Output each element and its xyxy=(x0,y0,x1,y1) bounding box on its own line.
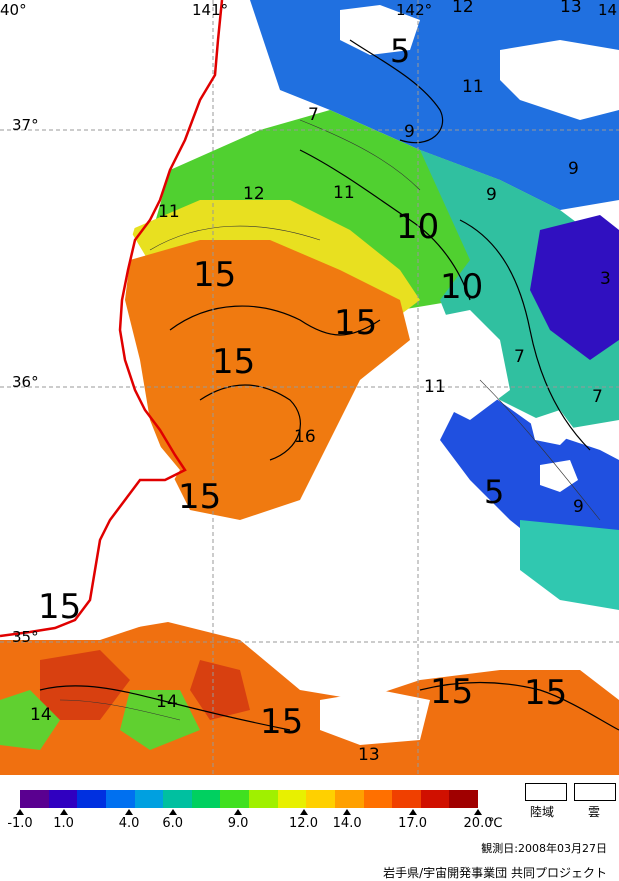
green-water-south xyxy=(0,690,200,750)
colorbar-tick-label: -1.0 xyxy=(7,816,33,831)
contour-label: 7 xyxy=(308,105,319,125)
isotherm-lines xyxy=(39,39,619,731)
lon-label-142: 142° xyxy=(396,1,433,19)
colorbar-step xyxy=(449,790,478,808)
contour-label: 12 xyxy=(452,0,474,17)
colorbar-step xyxy=(191,790,221,808)
colorbar-tick-mark xyxy=(125,809,134,815)
contour-label: 14 xyxy=(156,692,178,712)
contour-label: 9 xyxy=(486,185,497,205)
contour-label: 15 xyxy=(178,477,222,517)
observation-date: 観測日:2008年03月27日 xyxy=(481,842,607,855)
contour-label: 13 xyxy=(560,0,582,17)
colorbar-step xyxy=(334,790,364,808)
contour-label: 15 xyxy=(524,673,568,713)
colorbar-tick-label: 6.0 xyxy=(162,816,183,831)
contour-label: 11 xyxy=(424,377,446,397)
contour-label: 5 xyxy=(390,32,411,70)
contour-label: 7 xyxy=(514,347,525,367)
colorbar-tick-mark xyxy=(408,809,417,815)
deep-cold-eddy xyxy=(530,215,619,360)
lon-label-143: 14 xyxy=(598,1,618,19)
temperature-unit: ℃ xyxy=(488,816,503,831)
contour-label: 9 xyxy=(404,122,415,142)
credit-line: 岩手県/宇宙開発事業団 共同プロジェクト xyxy=(383,866,607,880)
contour-label: 16 xyxy=(294,427,316,447)
lon-label-140: 40° xyxy=(0,1,27,19)
colorbar-step xyxy=(363,790,393,808)
colorbar-step xyxy=(220,790,249,808)
lat-label-37: 37° xyxy=(12,116,39,134)
colorbar-step xyxy=(48,790,78,808)
contour-label: 9 xyxy=(573,497,584,517)
contour-label: 15 xyxy=(260,702,304,742)
cloud-area-5 xyxy=(320,690,430,745)
contour-label: 10 xyxy=(440,267,484,307)
colorbar-tick-label: 12.0 xyxy=(289,816,318,831)
colorbar-step xyxy=(277,790,307,808)
isotherm-lines-thin xyxy=(59,119,601,721)
contour-label: 14 xyxy=(30,705,52,725)
contour-label: 7 xyxy=(592,387,603,407)
cloud-area-4 xyxy=(340,5,420,55)
colorbar-step xyxy=(77,790,106,808)
colorbar-tick-mark xyxy=(474,809,482,815)
lon-label-141: 141° xyxy=(192,1,229,19)
contour-label: 9 xyxy=(568,159,579,179)
colorbar-tick-mark xyxy=(299,809,308,815)
contour-label: 15 xyxy=(334,303,378,343)
contour-label: 10 xyxy=(396,207,440,247)
colorbar-tick-mark xyxy=(16,809,24,815)
colorbar-step xyxy=(134,790,164,808)
colorbar-step xyxy=(163,790,192,808)
colorbar-step xyxy=(420,790,450,808)
cloud-area-6 xyxy=(530,410,578,492)
graticule xyxy=(0,0,619,775)
colorbar-step xyxy=(392,790,421,808)
colorbar-tick-mark xyxy=(59,809,68,815)
colorbar-step xyxy=(105,790,135,808)
colorbar-step xyxy=(306,790,335,808)
colorbar-tick-mark xyxy=(234,809,243,815)
contour-label: 5 xyxy=(484,473,505,511)
lat-label-36: 36° xyxy=(12,373,39,391)
contour-label: 12 xyxy=(243,184,265,204)
temperature-colorbar xyxy=(20,790,478,808)
contour-label: 13 xyxy=(358,745,380,765)
contour-label: 11 xyxy=(462,77,484,97)
colorbar-tick-label: 1.0 xyxy=(53,816,74,831)
contour-label: 11 xyxy=(333,183,355,203)
colorbar-step xyxy=(249,790,278,808)
cloud-area-2 xyxy=(90,520,330,640)
colorbar-tick-label: 17.0 xyxy=(398,816,428,831)
cyan-water-east xyxy=(520,520,619,610)
sea-surface-temperature-map xyxy=(0,0,619,775)
colorbar-tick-label: 20.0 xyxy=(463,816,493,831)
colorbar-tick-mark xyxy=(343,809,352,815)
colorbar-tick-label: 9.0 xyxy=(227,816,249,831)
land-legend-label: 陸域 xyxy=(530,805,555,819)
colorbar-tick-label: 4.0 xyxy=(118,816,140,831)
contour-label: 15 xyxy=(212,342,256,382)
contour-label: 3 xyxy=(600,269,611,289)
lat-label-35: 35° xyxy=(12,628,39,646)
colorbar-tick-mark xyxy=(168,809,177,815)
colorbar-step xyxy=(20,790,49,808)
cloud-legend-swatch xyxy=(574,783,616,801)
colorbar-tick-label: 14.0 xyxy=(332,816,362,831)
contour-label: 15 xyxy=(430,672,474,712)
blue-water-east xyxy=(440,380,619,560)
contour-label: 15 xyxy=(193,255,237,295)
hot-water-south xyxy=(40,650,250,720)
cloud-legend-label: 雲 xyxy=(588,805,601,819)
warm-water-region xyxy=(125,240,410,520)
contour-label: 11 xyxy=(158,202,180,222)
cloud-area-3 xyxy=(500,40,619,120)
land-legend-swatch xyxy=(525,783,567,801)
green-water-region xyxy=(150,110,560,310)
contour-label: 15 xyxy=(38,587,82,627)
coastline xyxy=(0,0,224,638)
